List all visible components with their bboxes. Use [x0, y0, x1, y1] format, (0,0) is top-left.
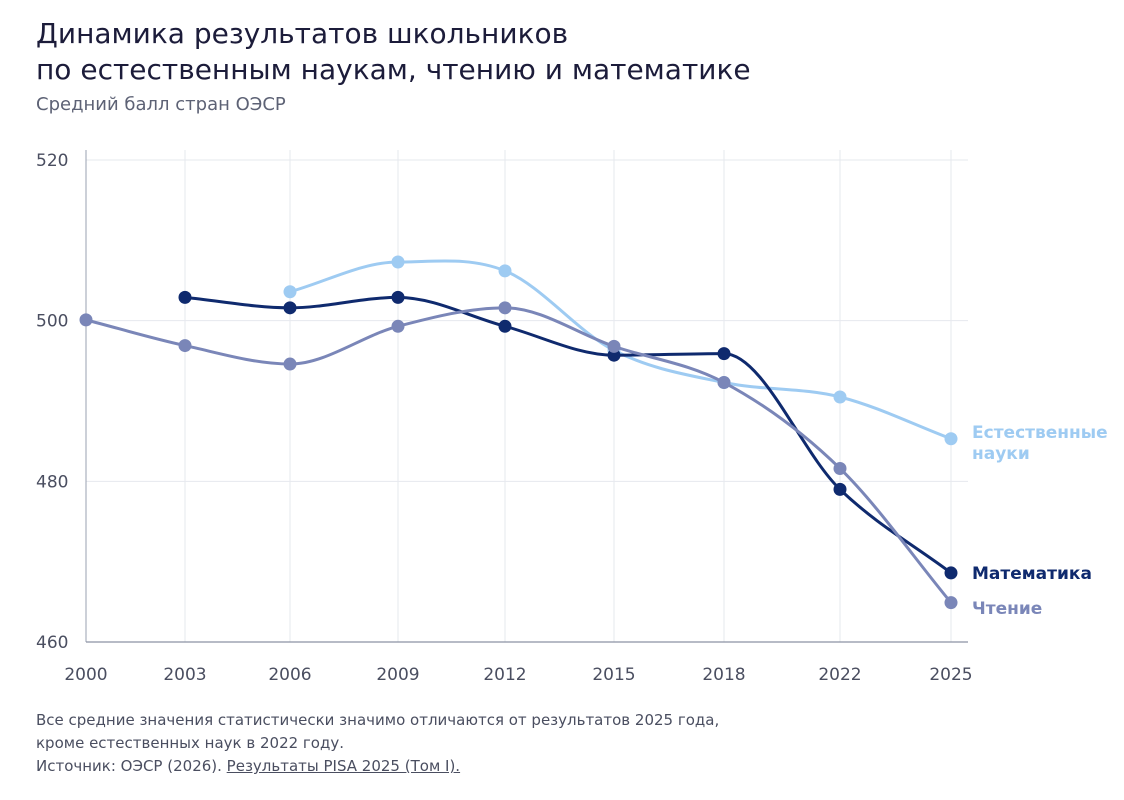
data-point-reading: [79, 313, 93, 327]
chart-title-line-1: Динамика результатов школьников: [36, 17, 569, 50]
data-point-reading: [391, 319, 405, 333]
y-tick-label: 460: [36, 633, 68, 653]
data-point-reading: [178, 339, 192, 353]
data-point-math: [498, 319, 512, 333]
series-label-science: науки: [972, 444, 1030, 464]
data-point-math: [178, 290, 192, 304]
series-line-math: [183, 295, 953, 575]
x-tick-label: 2022: [818, 665, 861, 685]
series-label-math: Математика: [972, 564, 1092, 584]
y-tick-label: 520: [36, 151, 68, 171]
data-point-reading: [283, 357, 297, 371]
data-point-reading: [498, 301, 512, 315]
x-tick-label: 2000: [64, 665, 107, 685]
chart-notes: Все средние значения статистически значи…: [36, 709, 719, 778]
data-point-science: [283, 285, 297, 299]
data-point-science: [833, 390, 847, 404]
chart-title: Динамика результатов школьников по естес…: [36, 16, 751, 88]
x-tick-label: 2006: [268, 665, 311, 685]
data-point-math: [833, 482, 847, 496]
series-science: [283, 255, 958, 446]
data-point-reading: [607, 339, 621, 353]
series-label-science: Естественные: [972, 423, 1108, 443]
note-line-2: кроме естественных наук в 2022 году.: [36, 734, 344, 752]
series-reading: [79, 301, 958, 610]
grid: [86, 150, 968, 642]
data-point-math: [283, 301, 297, 315]
data-point-math: [717, 347, 731, 361]
x-tick-label: 2012: [483, 665, 526, 685]
axes: 460 480 500 520 2000 2003 2006 2009 2012 2015 2018…: [36, 150, 973, 685]
series-label-reading: Чтение: [972, 599, 1042, 619]
data-point-reading: [717, 376, 731, 390]
data-point-reading: [944, 596, 958, 610]
x-tick-label: 2018: [702, 665, 745, 685]
source-line: Источник: ОЭСР (2026). Результаты PISA 2…: [36, 755, 719, 778]
series-layer: [79, 255, 958, 610]
source-link[interactable]: Результаты PISA 2025 (Том I).: [226, 757, 461, 775]
x-tick-label: 2015: [592, 665, 635, 685]
x-tick-label: 2025: [929, 665, 972, 685]
chart-title-line-2: по естественным наукам, чтению и математ…: [36, 53, 751, 86]
data-point-math: [391, 290, 405, 304]
data-point-science: [944, 432, 958, 446]
series-math: [178, 290, 958, 580]
data-point-math: [944, 566, 958, 580]
line-chart: 460 480 500 520 2000 2003 2006 2009 2012 2015 2018…: [36, 150, 1108, 685]
source-prefix: Источник: ОЭСР (2026).: [36, 757, 227, 775]
chart-subtitle: Средний балл стран ОЭСР: [36, 94, 286, 115]
data-point-reading: [833, 461, 847, 475]
note-line-1: Все средние значения статистически значи…: [36, 711, 720, 729]
y-tick-label: 480: [36, 472, 68, 492]
x-tick-label: 2003: [163, 665, 206, 685]
data-point-science: [391, 255, 405, 269]
x-tick-label: 2009: [376, 665, 419, 685]
y-tick-label: 500: [36, 312, 68, 332]
series-line-reading: [84, 306, 953, 605]
data-point-science: [498, 264, 512, 278]
